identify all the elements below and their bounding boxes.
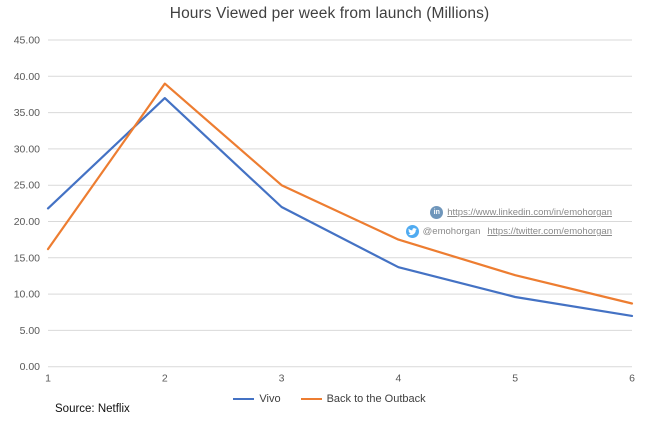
y-axis-tick-label: 20.00 [14,216,40,228]
legend-label-back-to-the-outback: Back to the Outback [326,393,426,405]
y-axis-tick-label: 30.00 [14,143,40,155]
chart-legend: Vivo Back to the Outback [0,393,659,405]
y-axis-tick-label: 35.00 [14,107,40,119]
twitter-link[interactable]: https://twitter.com/emohorgan [487,226,612,237]
x-axis-tick-label: 3 [279,373,285,385]
y-axis-tick-label: 45.00 [14,35,40,47]
x-axis-tick-label: 4 [395,373,401,385]
y-axis-tick-label: 5.00 [20,325,41,337]
x-axis-tick-label: 1 [45,373,51,385]
back-to-the-outback-line-swatch [300,397,322,401]
y-axis-tick-label: 25.00 [14,180,40,192]
x-axis-tick-label: 5 [512,373,518,385]
twitter-icon [405,225,419,238]
y-axis-tick-label: 10.00 [14,289,40,301]
chart-title: Hours Viewed per week from launch (Milli… [169,5,490,22]
linkedin-icon: in [430,206,444,219]
legend-item-back-to-the-outback: Back to the Outback [300,393,426,405]
y-axis-tick-label: 0.00 [20,361,41,373]
legend-item-vivo: Vivo [233,393,281,405]
twitter-handle: @emohorgan [422,226,481,237]
vivo-line-swatch [233,397,255,401]
linkedin-annotation: in https://www.linkedin.com/in/emohorgan [430,206,612,219]
source-note: Source: Netflix [55,403,130,415]
y-axis-tick-label: 40.00 [14,71,40,83]
twitter-annotation: @emohorgan https://twitter.com/emohorgan [405,225,612,238]
legend-label-vivo: Vivo [259,393,281,405]
y-axis-tick-label: 15.00 [14,252,40,264]
x-axis-tick-label: 2 [162,373,168,385]
back-to-the-outback-line [46,82,634,305]
vivo-line [46,96,634,317]
linkedin-link[interactable]: https://www.linkedin.com/in/emohorgan [447,207,612,218]
x-axis-tick-label: 6 [629,373,635,385]
